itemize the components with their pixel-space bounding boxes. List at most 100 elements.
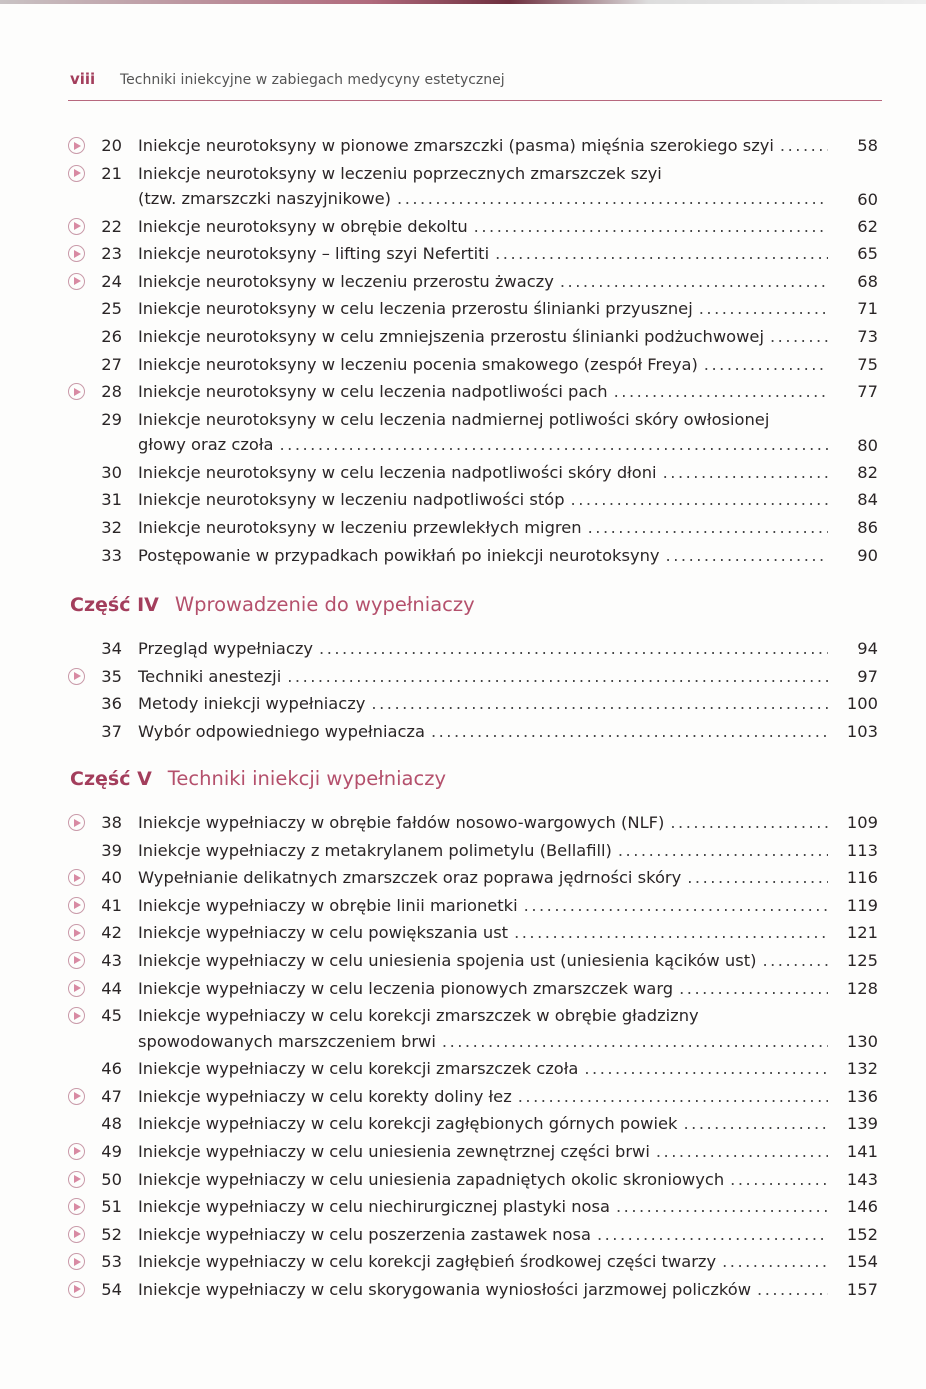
play-circle-icon[interactable]: [68, 979, 85, 997]
play-circle-icon[interactable]: [68, 1087, 85, 1105]
play-circle-icon[interactable]: [68, 869, 85, 887]
toc-entry[interactable]: 20 Iniekcje neurotoksyny w pionowe zmarsz…: [66, 132, 878, 160]
play-circle-icon[interactable]: [68, 1142, 85, 1160]
toc-entry[interactable]: 39 Iniekcje wypełniaczy z metakrylanem po…: [66, 837, 878, 865]
toc-entry[interactable]: 34 Przegląd wypełniaczy 94: [66, 635, 878, 663]
toc-entry[interactable]: 53 Iniekcje wypełniaczy w celu korekcji z…: [66, 1248, 878, 1276]
toc-entry[interactable]: 23 Iniekcje neurotoksyny – lifting szyi N…: [66, 240, 878, 268]
toc-entry[interactable]: 22 Iniekcje neurotoksyny w obrębie dekolt…: [66, 213, 878, 241]
play-circle-icon[interactable]: [68, 164, 85, 182]
chapter-title: Wypełnianie delikatnych zmarszczek oraz …: [138, 864, 828, 892]
toc-entry[interactable]: 21 Iniekcje neurotoksyny w leczeniu poprz…: [66, 160, 878, 213]
toc-entry[interactable]: 26 Iniekcje neurotoksyny w celu zmniejsze…: [66, 323, 878, 351]
play-circle-icon[interactable]: [68, 245, 85, 263]
toc-entry[interactable]: 38 Iniekcje wypełniaczy w obrębie fałdów …: [66, 809, 878, 837]
toc-entry[interactable]: 28 Iniekcje neurotoksyny w celu leczenia …: [66, 378, 878, 406]
page-ref: 121: [846, 923, 878, 943]
chapter-title-line: Iniekcje wypełniaczy w obrębie fałdów no…: [138, 813, 665, 832]
play-circle-icon[interactable]: [68, 1170, 85, 1188]
chapter-title: Iniekcje neurotoksyny w celu leczenia na…: [138, 459, 828, 487]
chapter-title-line: Iniekcje wypełniaczy z metakrylanem poli…: [138, 840, 612, 860]
toc-entry[interactable]: 48 Iniekcje wypełniaczy w celu korekcji z…: [66, 1110, 878, 1138]
play-circle-icon[interactable]: [68, 1007, 85, 1025]
chapter-title: Iniekcje wypełniaczy w celu korekty doli…: [138, 1083, 828, 1111]
toc-entry[interactable]: 33 Postępowanie w przypadkach powikłań po…: [66, 542, 878, 570]
page-ref: 146: [846, 1197, 878, 1217]
part-title: Techniki iniekcji wypełniaczy: [167, 767, 447, 790]
toc-entry[interactable]: 50 Iniekcje wypełniaczy w celu uniesienia…: [66, 1166, 878, 1194]
dot-leader: [560, 268, 828, 296]
play-circle-icon[interactable]: [68, 137, 85, 154]
play-circle-icon[interactable]: [68, 951, 85, 969]
toc-entry[interactable]: 43 Iniekcje wypełniaczy w celu uniesienia…: [66, 947, 878, 975]
dot-leader: [704, 351, 828, 379]
chapter-number: 32: [101, 517, 122, 537]
toc-entry[interactable]: 40 Wypełnianie delikatnych zmarszczek ora…: [66, 864, 878, 892]
toc-entry[interactable]: 25 Iniekcje neurotoksyny w celu leczenia …: [66, 295, 878, 323]
play-circle-icon[interactable]: [68, 667, 85, 685]
toc-entry[interactable]: 32 Iniekcje neurotoksyny w leczeniu przew…: [66, 514, 878, 542]
chapter-title-line: Iniekcje wypełniaczy w celu korekcji zma…: [138, 1006, 699, 1026]
chapter-title: Iniekcje wypełniaczy w celu uniesienia s…: [138, 947, 828, 975]
dot-leader: [474, 213, 828, 241]
play-circle-icon[interactable]: [68, 383, 85, 401]
toc-entry[interactable]: 44 Iniekcje wypełniaczy w celu leczenia p…: [66, 975, 878, 1003]
page-ref: 71: [857, 299, 878, 319]
play-circle-icon[interactable]: [68, 1198, 85, 1216]
toc-entry[interactable]: 35 Techniki anestezji 97: [66, 663, 878, 691]
chapter-title: Iniekcje wypełniaczy w celu korekcji zma…: [138, 1002, 828, 1055]
page-ref: 109: [846, 813, 878, 832]
page-ref: 157: [846, 1279, 878, 1299]
play-circle-icon[interactable]: [68, 896, 85, 914]
dot-leader: [616, 1193, 828, 1221]
chapter-number: 43: [101, 950, 122, 970]
chapter-number: 27: [101, 354, 122, 374]
chapter-number: 51: [101, 1197, 122, 1217]
chapter-number: 39: [101, 840, 122, 860]
page-ref: 116: [846, 868, 878, 888]
play-circle-icon[interactable]: [68, 272, 85, 290]
chapter-title-line: Wypełnianie delikatnych zmarszczek oraz …: [138, 868, 682, 888]
part-label: Część IV: [70, 594, 159, 616]
page-number: viii: [70, 70, 96, 88]
play-circle-icon[interactable]: [68, 814, 85, 831]
part-title: Wprowadzenie do wypełniaczy: [174, 593, 475, 616]
toc-entry[interactable]: 42 Iniekcje wypełniaczy w celu powiększan…: [66, 919, 878, 947]
chapter-number: 52: [101, 1224, 122, 1244]
chapter-title: Metody iniekcji wypełniaczy: [138, 690, 828, 718]
play-circle-icon[interactable]: [68, 1280, 85, 1298]
toc-entry[interactable]: 24 Iniekcje neurotoksyny w leczeniu przer…: [66, 268, 878, 296]
toc-entry[interactable]: 51 Iniekcje wypełniaczy w celu niechirurg…: [66, 1193, 878, 1221]
toc-entry[interactable]: 30 Iniekcje neurotoksyny w celu leczenia …: [66, 459, 878, 487]
play-circle-icon[interactable]: [68, 1225, 85, 1243]
chapter-title: Iniekcje wypełniaczy w celu uniesienia z…: [138, 1138, 828, 1166]
chapter-title-line: Iniekcje wypełniaczy w celu niechirurgic…: [138, 1197, 610, 1217]
page-ref: 103: [846, 721, 878, 741]
play-circle-icon[interactable]: [68, 1253, 85, 1271]
toc-entry[interactable]: 37 Wybór odpowiedniego wypełniacza 103: [66, 718, 878, 746]
toc-entry[interactable]: 29 Iniekcje neurotoksyny w celu leczenia …: [66, 406, 878, 459]
chapter-title: Iniekcje wypełniaczy w celu niechirurgic…: [138, 1193, 828, 1221]
chapter-number: 49: [101, 1141, 122, 1161]
chapter-title-line: spowodowanych marszczeniem brwi: [138, 1031, 436, 1051]
toc-entry[interactable]: 52 Iniekcje wypełniaczy w celu poszerzeni…: [66, 1221, 878, 1249]
chapter-title-line: Iniekcje neurotoksyny w leczeniu pocenia…: [138, 354, 698, 374]
play-circle-icon[interactable]: [68, 924, 85, 942]
toc-entry[interactable]: 46 Iniekcje wypełniaczy w celu korekcji z…: [66, 1055, 878, 1083]
toc-entry[interactable]: 45 Iniekcje wypełniaczy w celu korekcji z…: [66, 1002, 878, 1055]
toc-entry[interactable]: 31 Iniekcje neurotoksyny w leczeniu nadpo…: [66, 486, 878, 514]
page-ref: 84: [857, 490, 878, 510]
play-circle-icon[interactable]: [68, 217, 85, 235]
page-ref: 68: [857, 271, 878, 291]
toc-entry[interactable]: 49 Iniekcje wypełniaczy w celu uniesienia…: [66, 1138, 878, 1166]
chapter-title-line: Iniekcje neurotoksyny w pionowe zmarszcz…: [138, 136, 774, 155]
toc-entry[interactable]: 54 Iniekcje wypełniaczy w celu skorygowan…: [66, 1276, 878, 1304]
toc-entry[interactable]: 41 Iniekcje wypełniaczy w obrębie linii m…: [66, 892, 878, 920]
header-rule: [68, 100, 882, 101]
page-ref: 65: [857, 244, 878, 264]
chapter-number: 45: [101, 1006, 122, 1026]
toc-entry[interactable]: 47 Iniekcje wypełniaczy w celu korekty do…: [66, 1083, 878, 1111]
toc-entry[interactable]: 27 Iniekcje neurotoksyny w leczeniu pocen…: [66, 351, 878, 379]
toc-entry[interactable]: 36 Metody iniekcji wypełniaczy 100: [66, 690, 878, 718]
chapter-title-line: Iniekcje wypełniaczy w celu korekcji zag…: [138, 1252, 717, 1272]
